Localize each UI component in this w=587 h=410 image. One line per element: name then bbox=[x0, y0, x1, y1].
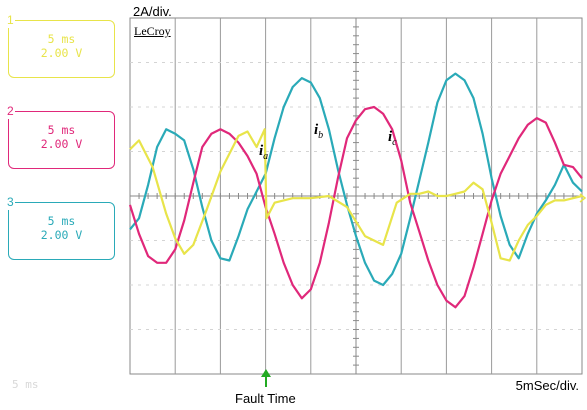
trace-ib bbox=[129, 72, 583, 287]
channel-3-timebase: 5 ms bbox=[47, 214, 76, 228]
fault-time-label: Fault Time bbox=[235, 391, 296, 406]
channel-2-volts-per-div: 2.00 V bbox=[40, 137, 83, 151]
fault-time-arrow-head bbox=[261, 369, 271, 377]
trace-label-ic: ic bbox=[388, 129, 397, 148]
traces bbox=[128, 72, 583, 309]
trigger-level-marker bbox=[579, 193, 587, 203]
channel-1-timebase: 5 ms bbox=[47, 32, 76, 46]
trace-label-ib: ib bbox=[314, 122, 323, 141]
channel-3-volts-per-div: 2.00 V bbox=[40, 228, 83, 242]
vertical-scale-label: 2A/div. bbox=[133, 4, 172, 19]
channel-3-box[interactable]: 3 5 ms 2.00 V bbox=[6, 195, 115, 260]
fault-time-marker bbox=[261, 369, 271, 387]
idle-channel-readout: 5 ms bbox=[12, 378, 39, 391]
channel-3-number: 3 bbox=[6, 195, 15, 210]
channel-1-box[interactable]: 1 5 ms 2.00 V bbox=[6, 13, 115, 78]
plot-grid bbox=[130, 18, 582, 374]
brand-logo: LeCroy bbox=[134, 24, 171, 38]
trace-ic bbox=[128, 105, 583, 309]
channel-1-number: 1 bbox=[6, 13, 15, 28]
channel-1-volts-per-div: 2.00 V bbox=[40, 46, 83, 60]
channel-2-timebase: 5 ms bbox=[47, 123, 76, 137]
trace-label-ia: ia bbox=[259, 143, 268, 162]
timebase-label: 5mSec/div. bbox=[515, 378, 579, 393]
channel-2-box[interactable]: 2 5 ms 2.00 V bbox=[6, 104, 115, 169]
trace-ia bbox=[129, 128, 583, 262]
channel-2-number: 2 bbox=[6, 104, 15, 119]
trace-labels: ia ib ic bbox=[259, 122, 587, 203]
